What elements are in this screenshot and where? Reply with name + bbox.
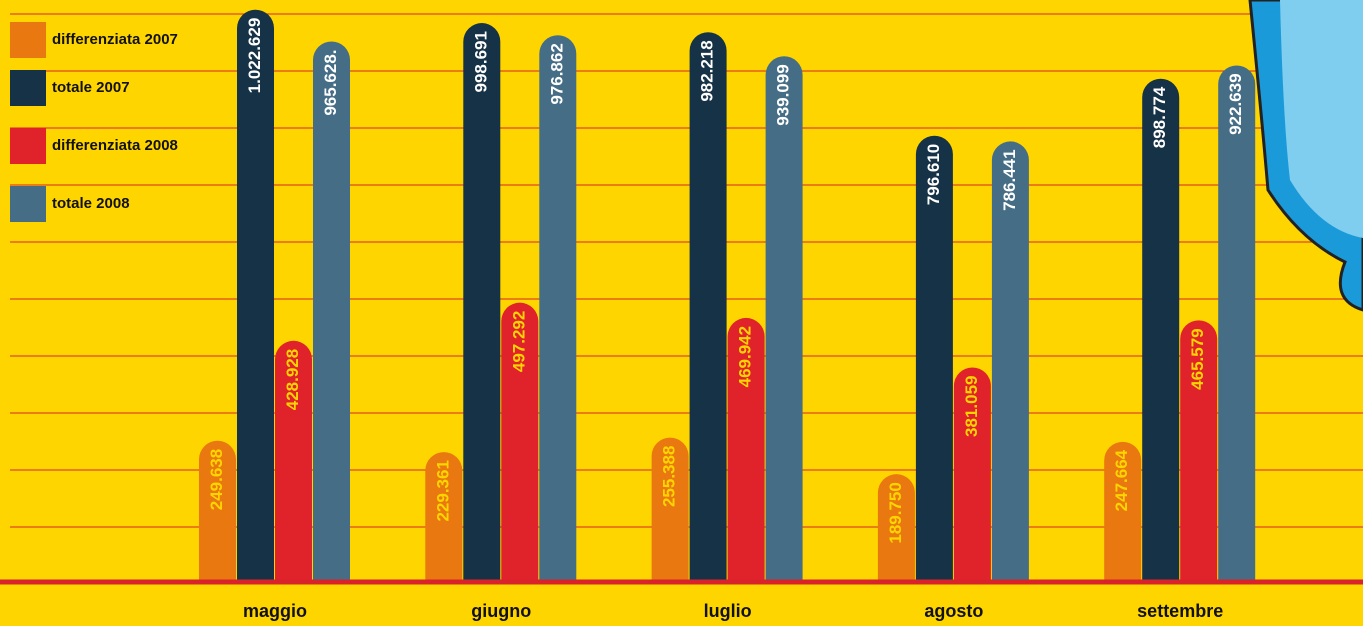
value-label: 465.579	[1188, 328, 1207, 389]
value-label: 786.441	[1000, 149, 1019, 210]
value-label: 982.218	[698, 40, 717, 101]
value-label: 1.022.629	[245, 18, 264, 94]
bar	[877, 474, 915, 580]
bar	[727, 317, 765, 580]
legend-label: totale 2007	[52, 79, 130, 96]
bar	[953, 367, 991, 580]
bar	[651, 437, 689, 580]
bar	[199, 440, 236, 580]
value-label: 189.750	[886, 482, 905, 543]
value-label: 497.292	[509, 311, 528, 372]
bar	[991, 141, 1029, 580]
legend-swatch	[10, 22, 46, 58]
legend-swatch	[10, 70, 46, 106]
bar	[765, 56, 803, 580]
bar	[915, 135, 953, 580]
x-tick-label: agosto	[924, 601, 983, 621]
bar	[539, 35, 577, 581]
value-label: 998.691	[471, 31, 490, 92]
bar	[1142, 78, 1180, 581]
bar	[1104, 441, 1142, 580]
legend-swatch	[10, 186, 46, 222]
legend-label: differenziata 2007	[52, 31, 178, 48]
value-label: 428.928	[283, 349, 302, 410]
x-tick-label: settembre	[1137, 601, 1223, 621]
bar	[1180, 320, 1218, 580]
legend-swatch	[10, 128, 46, 164]
value-label: 965.628.	[321, 49, 340, 115]
x-tick-label: luglio	[704, 601, 752, 621]
x-tick-label: giugno	[471, 601, 531, 621]
value-label: 976.862	[547, 43, 566, 104]
plot: 249.638 1.022.629 428.928 965.628. 229.361 99…	[199, 9, 1256, 581]
bar	[501, 302, 539, 580]
decoration	[1248, 0, 1363, 312]
bar	[425, 452, 463, 580]
value-label: 247.664	[1112, 449, 1131, 511]
value-label: 255.388	[660, 446, 679, 507]
value-label: 249.638	[207, 449, 226, 510]
value-label: 922.639	[1226, 73, 1245, 134]
value-label: 796.610	[924, 144, 943, 205]
bar	[689, 32, 727, 581]
bar	[463, 23, 501, 580]
value-label: 939.099	[774, 64, 793, 125]
bar	[237, 9, 274, 580]
bar	[1218, 65, 1256, 581]
bar	[313, 41, 350, 581]
value-label: 381.059	[962, 375, 981, 436]
legend-label: totale 2008	[52, 195, 130, 212]
value-label: 229.361	[433, 460, 452, 521]
bar	[275, 340, 312, 580]
legend-label: differenziata 2008	[52, 137, 178, 154]
value-label: 469.942	[736, 326, 755, 387]
value-label: 898.774	[1150, 86, 1169, 148]
x-tick-label: maggio	[243, 601, 307, 621]
